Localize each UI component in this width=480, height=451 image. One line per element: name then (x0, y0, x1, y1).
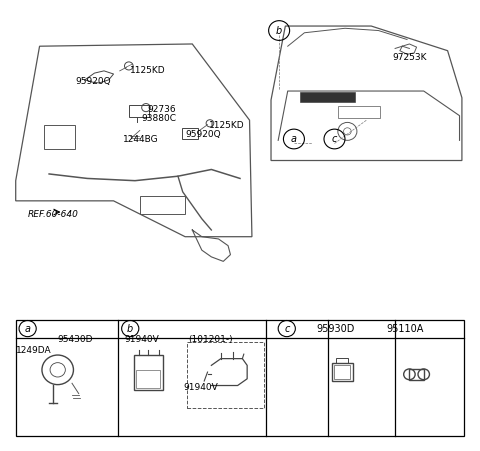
Text: a: a (24, 323, 31, 334)
Text: 95110A: 95110A (386, 323, 423, 334)
Text: 95430D: 95430D (58, 335, 93, 344)
Bar (336, 358, 348, 363)
Bar (409, 369, 424, 380)
Text: 92736: 92736 (147, 106, 176, 115)
Bar (136, 370, 160, 388)
Text: 95920Q: 95920Q (75, 77, 111, 86)
Text: b: b (127, 323, 133, 334)
Text: c: c (284, 323, 289, 334)
Text: 1244BG: 1244BG (123, 135, 159, 144)
Text: 91940V: 91940V (183, 383, 218, 392)
Text: a: a (291, 134, 297, 144)
Text: 95920Q: 95920Q (185, 130, 221, 139)
Text: 91940V: 91940V (125, 335, 159, 344)
Text: 1125KD: 1125KD (130, 66, 166, 75)
Bar (16, 320, 464, 436)
Text: 93880C: 93880C (141, 114, 176, 123)
Bar (300, 92, 355, 102)
Text: 1125KD: 1125KD (209, 121, 245, 130)
Text: 97253K: 97253K (393, 53, 427, 62)
Text: REF.60-640: REF.60-640 (28, 210, 79, 219)
Text: 95930D: 95930D (316, 323, 355, 334)
Bar (187, 342, 264, 408)
Text: c: c (332, 134, 337, 144)
Text: b: b (276, 26, 282, 36)
Text: 1249DA: 1249DA (16, 345, 52, 354)
Bar (338, 106, 380, 118)
Text: (101201-): (101201-) (188, 335, 233, 344)
